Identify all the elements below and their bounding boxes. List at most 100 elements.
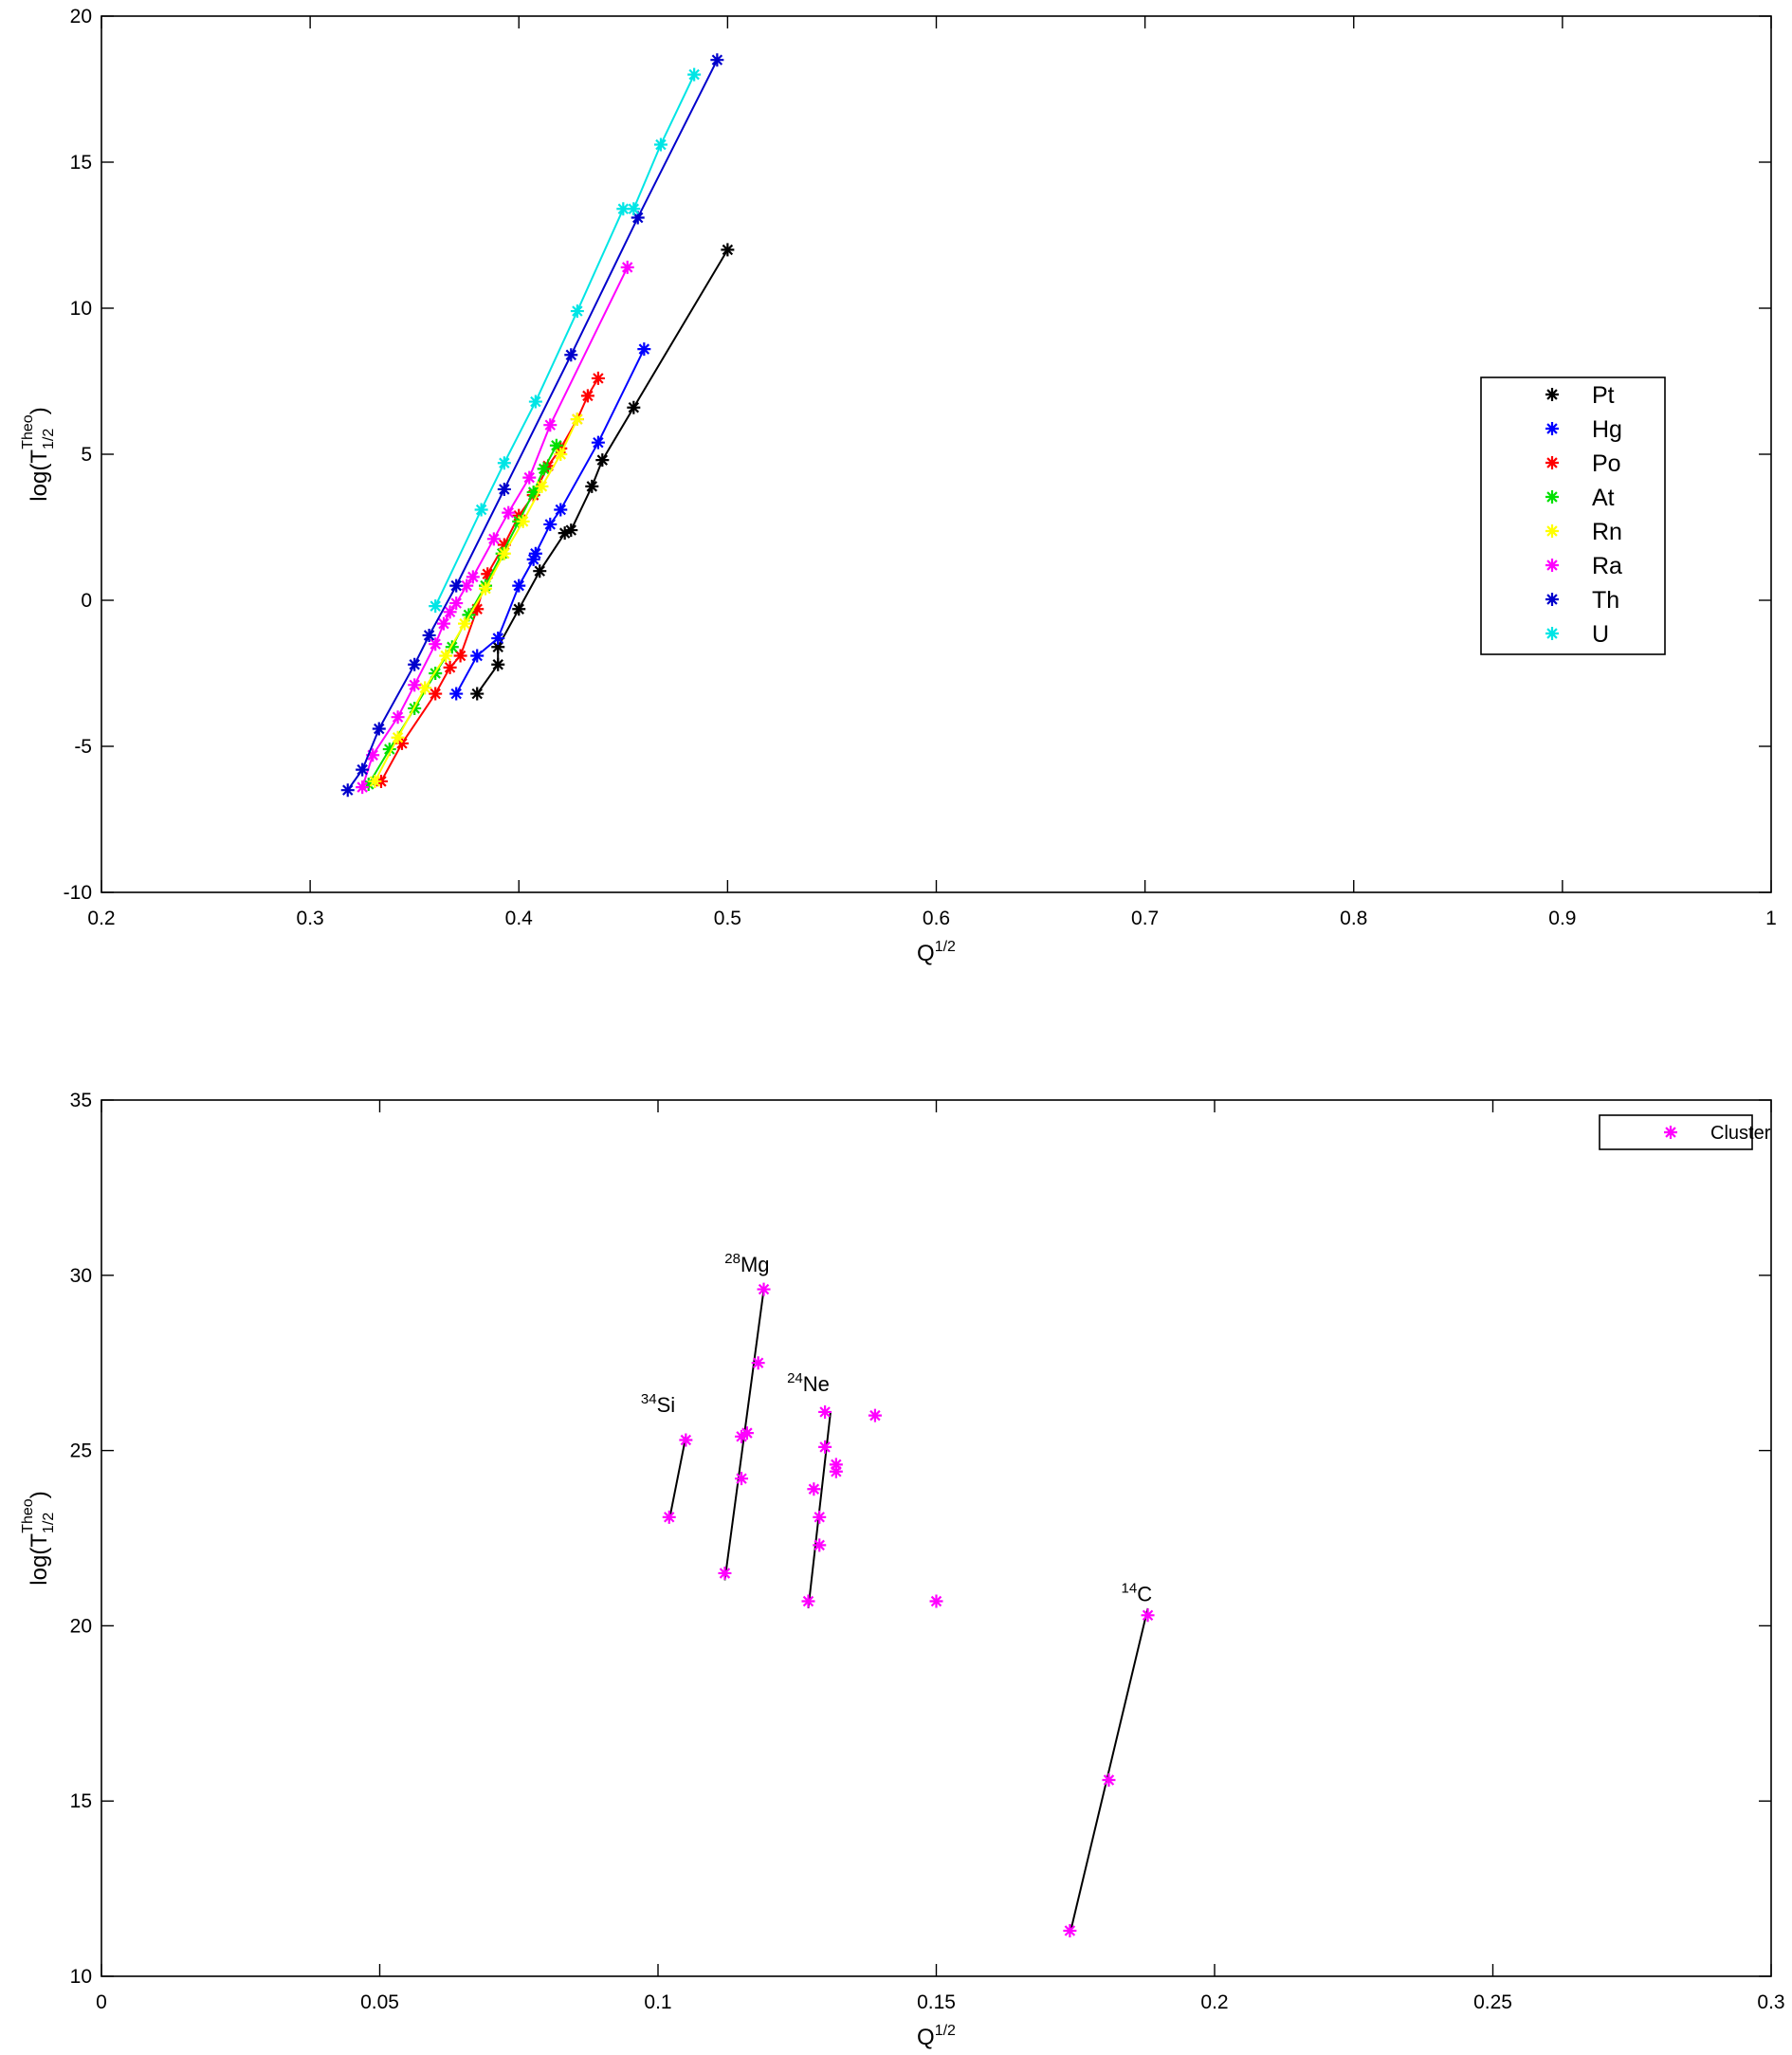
alpha-data-point: [564, 348, 578, 362]
alpha-data-point: [721, 243, 735, 257]
alpha-data-point: [470, 602, 485, 616]
alpha-x-tick-label: 0.2: [87, 908, 115, 929]
alpha-legend-marker: [1545, 593, 1559, 606]
alpha-data-point: [710, 53, 724, 67]
alpha-legend-item-th: Th: [1545, 587, 1619, 614]
cluster-data-point: [929, 1594, 943, 1608]
alpha-data-point: [570, 413, 584, 427]
alpha-data-point: [591, 371, 605, 385]
alpha-y-tick-label: 0: [81, 590, 92, 612]
alpha-data-point: [627, 400, 641, 414]
alpha-x-axis-label: Q1/2: [917, 939, 956, 966]
cluster-data-point: [735, 1429, 749, 1443]
cluster-data-point: [868, 1408, 882, 1422]
alpha-data-point: [631, 211, 645, 225]
alpha-legend: Pt Hg Po At Rn Ra Th U: [1480, 376, 1666, 655]
alpha-x-tick-label: 0.5: [714, 908, 741, 929]
alpha-data-point: [437, 616, 450, 631]
alpha-data-point: [491, 632, 505, 646]
alpha-data-point: [637, 342, 651, 357]
cluster-legend-item-cluster: Cluster: [1664, 1123, 1771, 1144]
alpha-data-point: [449, 596, 464, 611]
alpha-data-point: [408, 678, 422, 692]
alpha-data-point: [418, 681, 432, 695]
alpha-legend-marker: [1545, 456, 1559, 469]
alpha-series-hg: [449, 342, 651, 701]
alpha-data-point: [449, 578, 464, 593]
alpha-data-point: [522, 470, 537, 485]
alpha-data-point: [533, 564, 547, 578]
cluster-decay-panel: 0 0.05 0.1 0.15 0.2 0.25 0.3 10 15 20 25 30 35 Q1/2 lo…: [20, 1090, 1785, 2050]
alpha-data-point: [528, 394, 542, 409]
cluster-data-point: [818, 1440, 832, 1454]
alpha-x-tick-label: 0.9: [1548, 908, 1576, 929]
alpha-data-point: [429, 687, 443, 701]
alpha-data-point: [470, 649, 485, 663]
cluster-y-tick-label: 20: [70, 1615, 92, 1637]
alpha-y-tick-label: 15: [70, 152, 92, 174]
cluster-y-tick-label: 35: [70, 1090, 92, 1111]
alpha-legend-marker: [1545, 388, 1559, 401]
cluster-x-tick-label: 0.15: [917, 1991, 956, 2013]
alpha-series-pt: [470, 243, 735, 701]
cluster-x-tick-label: 0.1: [644, 1991, 671, 2013]
cluster-y-tick-label: 30: [70, 1265, 92, 1287]
alpha-data-point: [466, 570, 480, 584]
cluster-legend-marker: [1664, 1126, 1677, 1139]
alpha-series-u: [429, 67, 702, 614]
alpha-legend-marker: [1545, 490, 1559, 504]
alpha-data-point: [554, 448, 568, 461]
alpha-data-point: [443, 660, 457, 674]
alpha-data-point: [526, 486, 540, 500]
alpha-data-point: [361, 778, 375, 792]
cluster-data-point: [751, 1356, 765, 1370]
alpha-legend-label: Po: [1592, 450, 1621, 477]
alpha-data-point: [591, 435, 605, 450]
cluster-data-point: [1102, 1773, 1116, 1788]
cluster-data-point: [829, 1458, 843, 1472]
cluster-data-point: [801, 1594, 815, 1608]
alpha-series-rn: [368, 413, 584, 788]
alpha-data-point: [543, 517, 558, 531]
cluster-data-point: [679, 1433, 693, 1447]
alpha-data-point: [474, 503, 488, 517]
cluster-series-cluster: [662, 1282, 1155, 1937]
alpha-data-point: [368, 774, 382, 788]
alpha-legend-label: Hg: [1592, 416, 1622, 443]
alpha-data-point: [512, 578, 526, 593]
alpha-data-point: [356, 762, 370, 777]
alpha-x-tick-label: 0.3: [297, 908, 324, 929]
cluster-legend: Cluster: [1599, 1114, 1771, 1150]
alpha-data-point: [356, 780, 370, 795]
alpha-data-point: [535, 479, 549, 493]
alpha-legend-label: Th: [1592, 587, 1619, 614]
alpha-data-point: [382, 743, 396, 757]
alpha-x-tick-label: 0.8: [1340, 908, 1367, 929]
alpha-data-point: [391, 710, 405, 725]
alpha-x-tick-label: 1: [1765, 908, 1777, 929]
alpha-data-point: [570, 304, 584, 319]
alpha-data-point: [486, 532, 501, 546]
alpha-data-point: [497, 538, 511, 552]
alpha-y-tick-label: -5: [74, 736, 92, 758]
alpha-x-tick-label: 0.6: [923, 908, 950, 929]
alpha-data-point: [616, 202, 631, 216]
cluster-y-tick-label: 25: [70, 1440, 92, 1462]
alpha-data-point: [585, 479, 599, 493]
cluster-data-point: [813, 1538, 827, 1552]
alpha-series-th: [340, 53, 724, 798]
alpha-legend-label: At: [1592, 485, 1615, 511]
alpha-data-point: [479, 581, 493, 596]
cluster-data-point: [813, 1510, 827, 1524]
alpha-data-point: [627, 202, 641, 216]
cluster-data-point: [807, 1482, 821, 1496]
alpha-data-point: [497, 546, 511, 560]
alpha-data-point: [429, 599, 443, 614]
alpha-data-point: [497, 482, 511, 496]
alpha-data-point: [491, 640, 505, 654]
alpha-legend-label: Ra: [1592, 553, 1622, 579]
cluster-data-point: [662, 1510, 676, 1524]
cluster-data-point: [757, 1282, 771, 1296]
cluster-x-tick-label: 0.3: [1757, 1991, 1784, 2013]
